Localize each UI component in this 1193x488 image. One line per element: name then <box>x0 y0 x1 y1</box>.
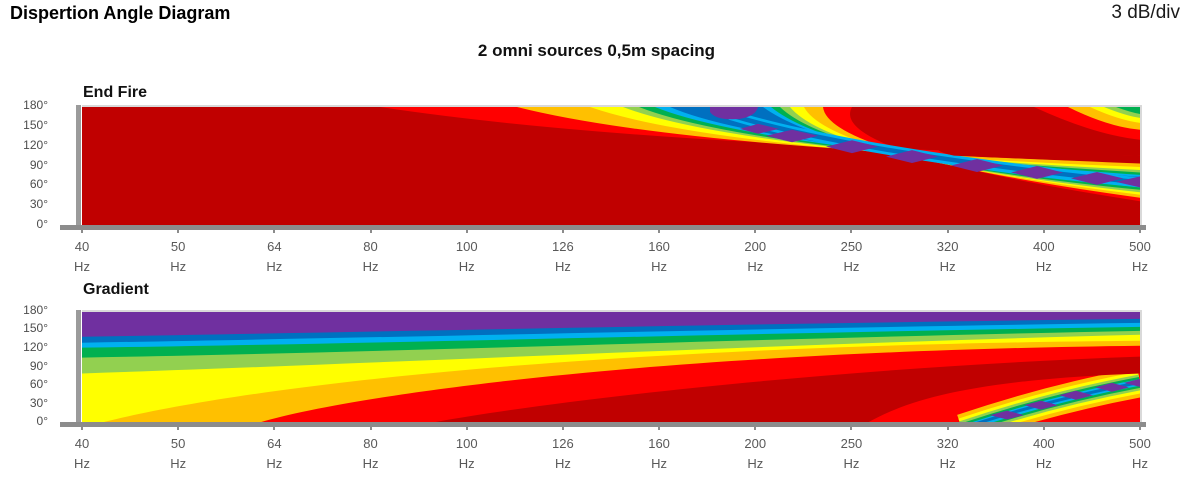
x-tick-label: 160 Hz <box>648 239 670 274</box>
x-axis-tick-mark <box>81 424 83 430</box>
y-tick-label: 180° <box>23 303 48 317</box>
x-axis-tick-mark <box>658 227 661 233</box>
endfire-x-axis-labels: 40 Hz 50 Hz 64 Hz 80 Hz 100 Hz 126 Hz 160 Hz 200 Hz 250 H… <box>74 237 1151 279</box>
x-tick-label: 200 Hz <box>744 436 767 471</box>
x-axis-tick-mark <box>465 227 468 233</box>
gradient-plot-svg <box>82 312 1140 422</box>
x-axis-tick-mark <box>1042 424 1045 430</box>
x-tick-label: 64 Hz <box>266 436 283 471</box>
x-tick-label: 250 Hz <box>840 436 863 471</box>
y-tick-label: 90° <box>29 358 48 373</box>
x-axis-tick-mark <box>1042 227 1045 233</box>
gradient-chart-title: Gradient <box>83 281 149 298</box>
x-tick-label: 400 Hz <box>1032 239 1055 274</box>
y-tick-label: 0° <box>36 217 48 231</box>
x-tick-label: 200 Hz <box>744 239 767 274</box>
y-tick-label: 90° <box>29 157 48 172</box>
gradient-contour-plot <box>82 310 1142 422</box>
x-axis-tick-mark <box>658 424 661 430</box>
x-axis-tick-mark <box>946 424 949 430</box>
endfire-y-axis-line <box>76 105 81 230</box>
y-tick-label: 30° <box>29 395 48 410</box>
gradient-y-axis-line <box>76 310 81 427</box>
x-tick-label: 40 Hz <box>74 436 90 471</box>
y-tick-label: 0° <box>36 414 48 428</box>
gradient-x-axis-ticks <box>81 422 1141 432</box>
x-axis-tick-mark <box>1139 424 1141 430</box>
db-per-div-label: 3 dB/div <box>1111 2 1180 23</box>
gradient-x-axis-line <box>60 422 1146 427</box>
x-axis-tick-mark <box>850 227 853 233</box>
x-axis-tick-mark <box>81 227 83 233</box>
endfire-chart-title: End Fire <box>83 84 148 101</box>
x-tick-label: 320 Hz <box>936 436 959 471</box>
endfire-x-axis-ticks <box>81 225 1141 235</box>
x-axis-tick-mark <box>273 424 276 430</box>
y-tick-label: 120° <box>23 137 48 152</box>
y-tick-label: 60° <box>29 177 48 192</box>
x-axis-tick-mark <box>465 424 468 430</box>
x-tick-label: 64 Hz <box>266 239 283 274</box>
endfire-y-axis-labels: 180° 150° 120° 90° 60° 30° 0° <box>0 98 48 231</box>
x-tick-label: 100 Hz <box>455 436 478 471</box>
x-axis-tick-mark <box>177 424 180 430</box>
x-axis-tick-mark <box>754 227 757 233</box>
x-tick-label: 80 Hz <box>362 436 379 471</box>
x-tick-label: 80 Hz <box>362 239 379 274</box>
x-axis-tick-mark <box>1139 227 1141 233</box>
page-title: Dispertion Angle Diagram <box>10 3 231 23</box>
y-tick-label: 180° <box>23 98 48 112</box>
x-tick-label: 126 Hz <box>552 436 574 471</box>
y-tick-label: 30° <box>29 197 48 212</box>
y-tick-label: 150° <box>23 321 48 336</box>
y-tick-label: 120° <box>23 339 48 354</box>
x-axis-tick-mark <box>369 424 372 430</box>
endfire-plot-svg <box>82 107 1140 225</box>
x-tick-label: 400 Hz <box>1032 436 1055 471</box>
chart-subtitle: 2 omni sources 0,5m spacing <box>477 41 716 60</box>
x-tick-label: 250 Hz <box>840 239 863 274</box>
x-tick-label: 100 Hz <box>455 239 478 274</box>
x-tick-label: 160 Hz <box>648 436 670 471</box>
x-axis-tick-mark <box>177 227 180 233</box>
gradient-x-axis-labels: 40 Hz 50 Hz 64 Hz 80 Hz 100 Hz 126 Hz 160 Hz 200 Hz 250 H… <box>74 434 1151 476</box>
y-tick-label: 60° <box>29 376 48 391</box>
gradient-y-axis-labels: 180° 150° 120° 90° 60° 30° 0° <box>0 303 48 428</box>
x-axis-tick-mark <box>850 424 853 430</box>
x-axis-tick-mark <box>561 227 564 233</box>
x-axis-tick-mark <box>561 424 564 430</box>
x-tick-label: 50 Hz <box>170 436 187 471</box>
x-tick-label: 50 Hz <box>170 239 187 274</box>
x-tick-label: 500 Hz <box>1129 436 1151 471</box>
endfire-contour-plot <box>82 105 1142 225</box>
endfire-x-axis-line <box>60 225 1146 230</box>
x-tick-label: 500 Hz <box>1129 239 1151 274</box>
x-axis-tick-mark <box>946 227 949 233</box>
x-axis-tick-mark <box>369 227 372 233</box>
y-tick-label: 150° <box>23 117 48 132</box>
x-tick-label: 126 Hz <box>552 239 574 274</box>
x-tick-label: 320 Hz <box>936 239 959 274</box>
x-axis-tick-mark <box>754 424 757 430</box>
x-axis-tick-mark <box>273 227 276 233</box>
x-tick-label: 40 Hz <box>74 239 90 274</box>
